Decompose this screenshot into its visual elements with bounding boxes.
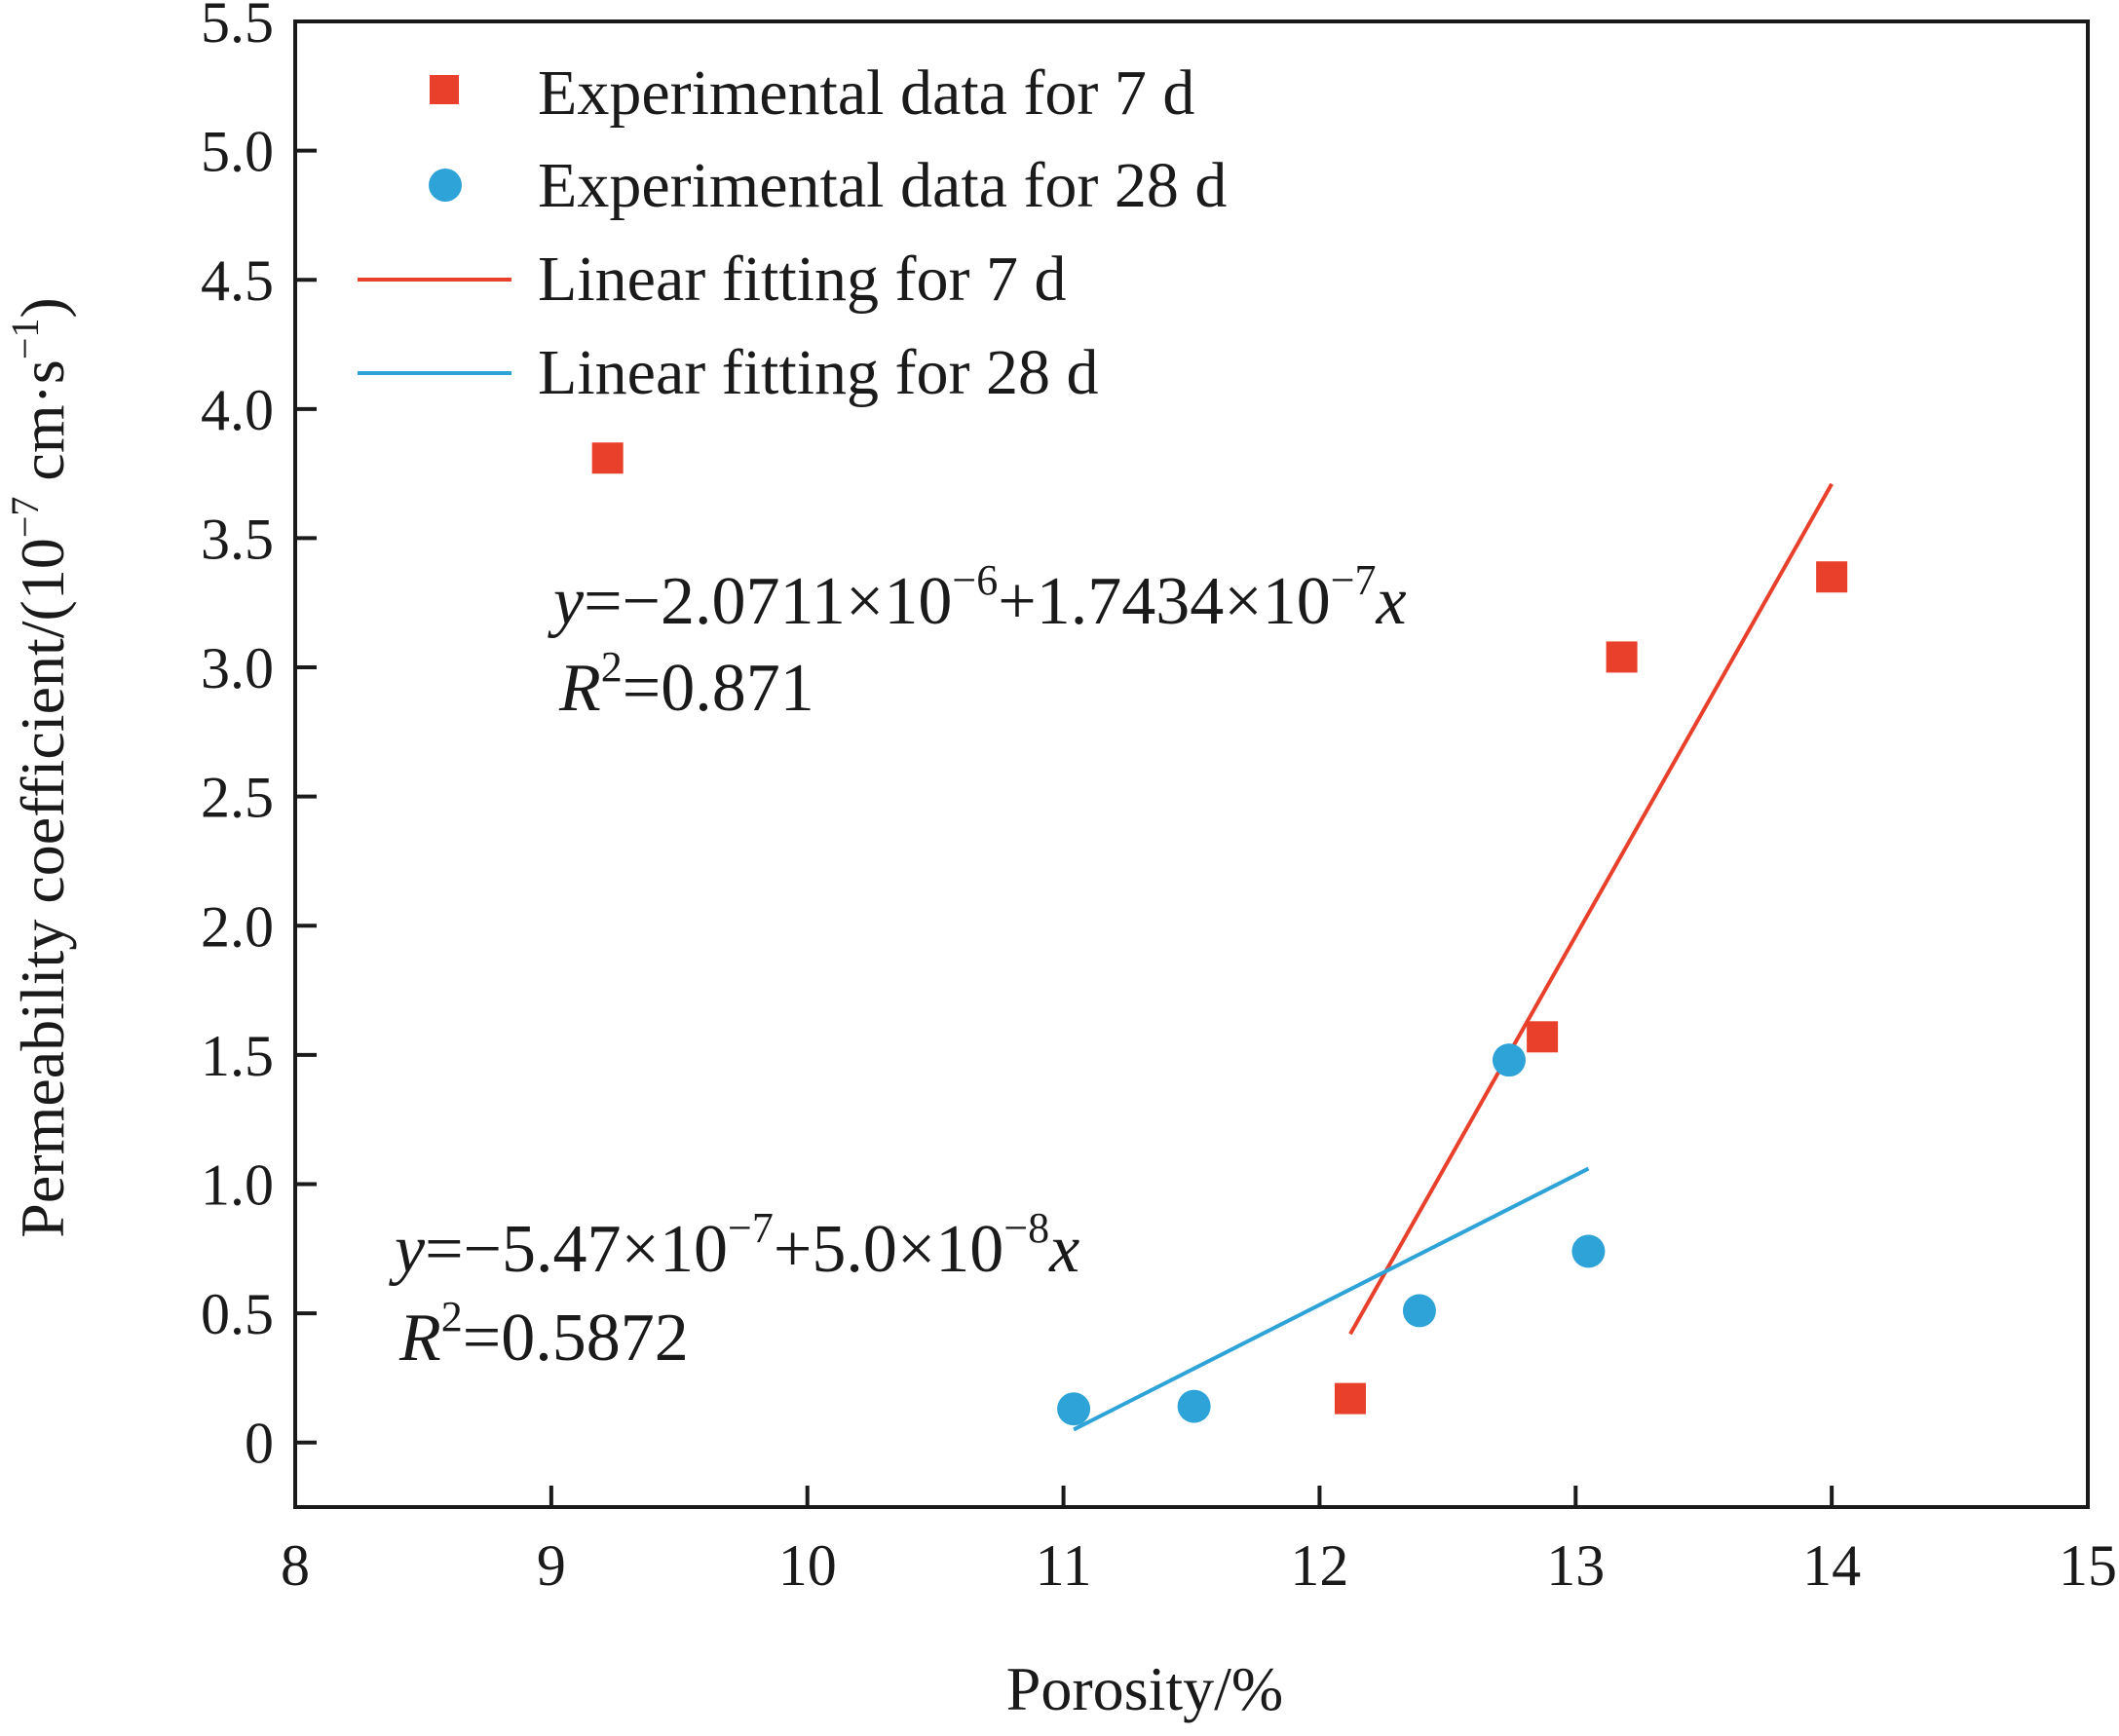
- y-tick-label: 4.5: [201, 248, 274, 313]
- data-point-28d: [1402, 1294, 1436, 1328]
- y-axis-ticks: 0 0.5 1.0 1.5 2.0 2.5 3.0 3.5 4.0 4.5 5.0 5.5: [201, 0, 317, 1476]
- data-point-28d: [1177, 1389, 1211, 1423]
- equation-28d: y=−5.47×10−7+5.0×10−8x R2=0.5872: [389, 1204, 1079, 1376]
- y-tick-label: 4.0: [201, 378, 274, 442]
- data-point-28d: [1571, 1234, 1606, 1268]
- equation-7d-formula: y=−2.0711×10−6+1.7434×10−7x: [548, 556, 1407, 639]
- data-point-28d: [1492, 1043, 1526, 1077]
- x-tick-label: 8: [281, 1533, 310, 1598]
- y-tick-label: 5.5: [201, 0, 274, 55]
- y-tick-label: 0.5: [201, 1282, 274, 1346]
- y-tick-label: 2.0: [201, 894, 274, 959]
- fit-line: [1073, 1166, 1590, 1432]
- legend: Experimental data for 7 d Experimental d…: [358, 57, 1227, 408]
- data-markers: [591, 442, 1848, 1426]
- equation-28d-r2: R2=0.5872: [398, 1293, 689, 1376]
- fit-lines: [1073, 482, 1834, 1432]
- equation-7d: y=−2.0711×10−6+1.7434×10−7x R2=0.871: [548, 556, 1407, 726]
- x-tick-label: 11: [1036, 1533, 1092, 1598]
- legend-label: Experimental data for 28 d: [538, 150, 1227, 221]
- y-tick-label: 0: [245, 1412, 274, 1476]
- y-tick-label: 1.5: [201, 1024, 274, 1088]
- x-tick-label: 12: [1290, 1533, 1348, 1598]
- y-tick-label: 1.0: [201, 1152, 274, 1217]
- legend-label: Experimental data for 7 d: [538, 57, 1194, 129]
- data-point-7d: [1527, 1021, 1559, 1053]
- equation-7d-r2: R2=0.871: [558, 643, 814, 726]
- data-point-7d: [1606, 641, 1638, 673]
- x-tick-label: 14: [1802, 1533, 1861, 1598]
- data-point-7d: [591, 442, 624, 474]
- y-tick-label: 3.5: [201, 507, 274, 571]
- x-tick-label: 15: [2059, 1533, 2117, 1598]
- legend-marker-circle: [429, 169, 462, 202]
- data-point-7d: [1816, 561, 1848, 593]
- legend-label: Linear fitting for 28 d: [538, 337, 1099, 408]
- y-axis-title: Permeability coefficient/(10−7 cm·s−1): [3, 297, 77, 1237]
- data-point-7d: [1334, 1382, 1366, 1415]
- plot-frame: [293, 19, 2090, 1509]
- fit-line: [1348, 482, 1834, 1336]
- y-tick-label: 3.0: [201, 636, 274, 700]
- x-tick-label: 9: [537, 1533, 566, 1598]
- x-tick-label: 10: [778, 1533, 837, 1598]
- legend-label: Linear fitting for 7 d: [538, 244, 1067, 315]
- y-tick-label: 5.0: [201, 120, 274, 184]
- x-axis-ticks: 8 9 10 11 12 13 14 15: [281, 1486, 2117, 1598]
- legend-marker-square: [430, 75, 459, 104]
- x-axis-title: Porosity/%: [1006, 1654, 1283, 1723]
- x-tick-label: 13: [1546, 1533, 1605, 1598]
- y-tick-label: 2.5: [201, 766, 274, 830]
- data-point-28d: [1057, 1392, 1091, 1426]
- equation-28d-formula: y=−5.47×10−7+5.0×10−8x: [389, 1204, 1079, 1287]
